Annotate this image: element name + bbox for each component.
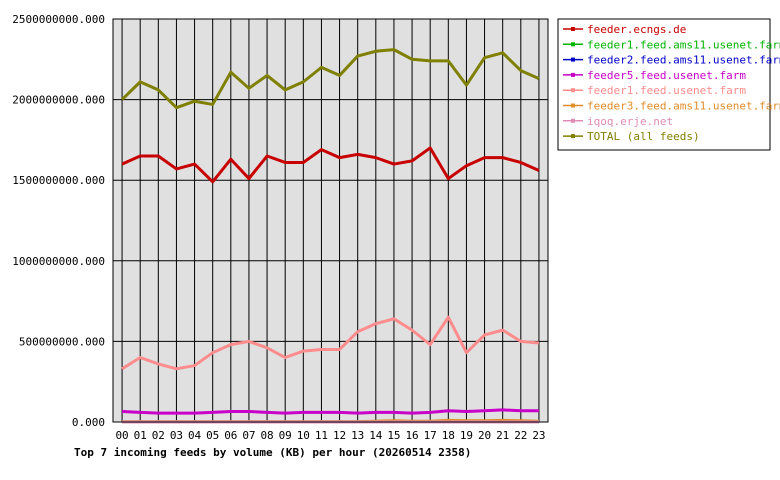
x-tick-label: 14 [369, 429, 383, 442]
legend-label: feeder5.feed.usenet.farm [587, 69, 746, 82]
x-tick-label: 10 [297, 429, 310, 442]
y-axis-ticks: 0.000 500000000.000 1000000000.000 15000000… [12, 13, 105, 429]
y-tick-label: 500000000.000 [19, 335, 105, 348]
legend-item: feeder1.feed.usenet.farm [563, 84, 746, 97]
plot-background [113, 19, 548, 422]
x-axis-ticks: 00 01 02 03 04 05 06 07 08 09 10 11 12 13 14 15 16 17 18 19… [115, 429, 545, 442]
x-tick-label: 02 [152, 429, 165, 442]
x-tick-label: 09 [279, 429, 292, 442]
y-tick-label: 1500000000.000 [12, 174, 105, 187]
chart-title: Top 7 incoming feeds by volume (KB) per … [74, 446, 471, 459]
series-line-feeder5-feed-usenet-farm [121, 408, 539, 415]
legend-swatch-marker [571, 88, 575, 93]
legend-label: feeder3.feed.ams11.usenet.farm [587, 100, 780, 113]
y-tick-label: 2500000000.000 [12, 13, 105, 26]
x-tick-label: 18 [442, 429, 455, 442]
series-line-feeder1-feed-usenet-farm [121, 315, 540, 371]
y-tick-label: 1000000000.000 [12, 255, 105, 268]
x-tick-label: 13 [351, 429, 364, 442]
legend-swatch-marker [571, 118, 575, 123]
legend-swatch-marker [571, 27, 575, 31]
legend-swatch-marker [571, 42, 575, 47]
legend-swatch-marker [571, 103, 575, 108]
legend-item: feeder1.feed.ams11.usenet.farm [563, 38, 780, 51]
legend-item: feeder.ecngs.de [563, 23, 686, 36]
legend-item: feeder2.feed.ams11.usenet.farm [563, 54, 780, 67]
x-tick-label: 17 [424, 429, 437, 442]
x-tick-label: 15 [387, 429, 400, 442]
x-tick-label: 23 [532, 429, 545, 442]
legend-item: TOTAL (all feeds) [563, 130, 700, 143]
x-tick-label: 21 [496, 429, 509, 442]
x-tick-label: 06 [224, 429, 237, 442]
legend-swatch-marker [571, 57, 575, 62]
legend-label: TOTAL (all feeds) [587, 130, 700, 143]
legend-swatch-marker [571, 134, 575, 139]
legend-swatch-marker [571, 72, 575, 77]
series-line-feeder-ecngs-de [121, 146, 540, 184]
x-tick-label: 01 [134, 429, 147, 442]
x-tick-label: 20 [478, 429, 491, 442]
legend: feeder.ecngs.de feeder1.feed.ams11.usenet… [557, 18, 780, 151]
legend-item: feeder3.feed.ams11.usenet.farm [563, 100, 780, 113]
legend-item: feeder5.feed.usenet.farm [563, 69, 746, 82]
x-tick-label: 22 [514, 429, 527, 442]
x-tick-label: 16 [405, 429, 418, 442]
x-tick-label: 05 [206, 429, 219, 442]
y-tick-label: 2000000000.000 [12, 94, 105, 107]
legend-box [557, 18, 771, 151]
legend-label: feeder1.feed.ams11.usenet.farm [587, 38, 780, 51]
legend-label: feeder.ecngs.de [587, 23, 686, 36]
plot-border [112, 18, 549, 423]
series-line-total-all-feeds [121, 48, 540, 110]
x-tick-label: 08 [260, 429, 273, 442]
legend-label: feeder2.feed.ams11.usenet.farm [587, 54, 780, 67]
x-tick-label: 03 [170, 429, 183, 442]
x-tick-label: 11 [315, 429, 328, 442]
legend-label: iqoq.erje.net [587, 115, 673, 128]
x-tick-label: 12 [333, 429, 346, 442]
legend-label: feeder1.feed.usenet.farm [587, 84, 746, 97]
x-tick-label: 19 [460, 429, 473, 442]
legend-item: iqoq.erje.net [563, 115, 673, 128]
x-tick-label: 04 [188, 429, 202, 442]
x-tick-label: 07 [242, 429, 255, 442]
x-tick-label: 00 [115, 429, 128, 442]
y-tick-label: 0.000 [72, 416, 105, 429]
